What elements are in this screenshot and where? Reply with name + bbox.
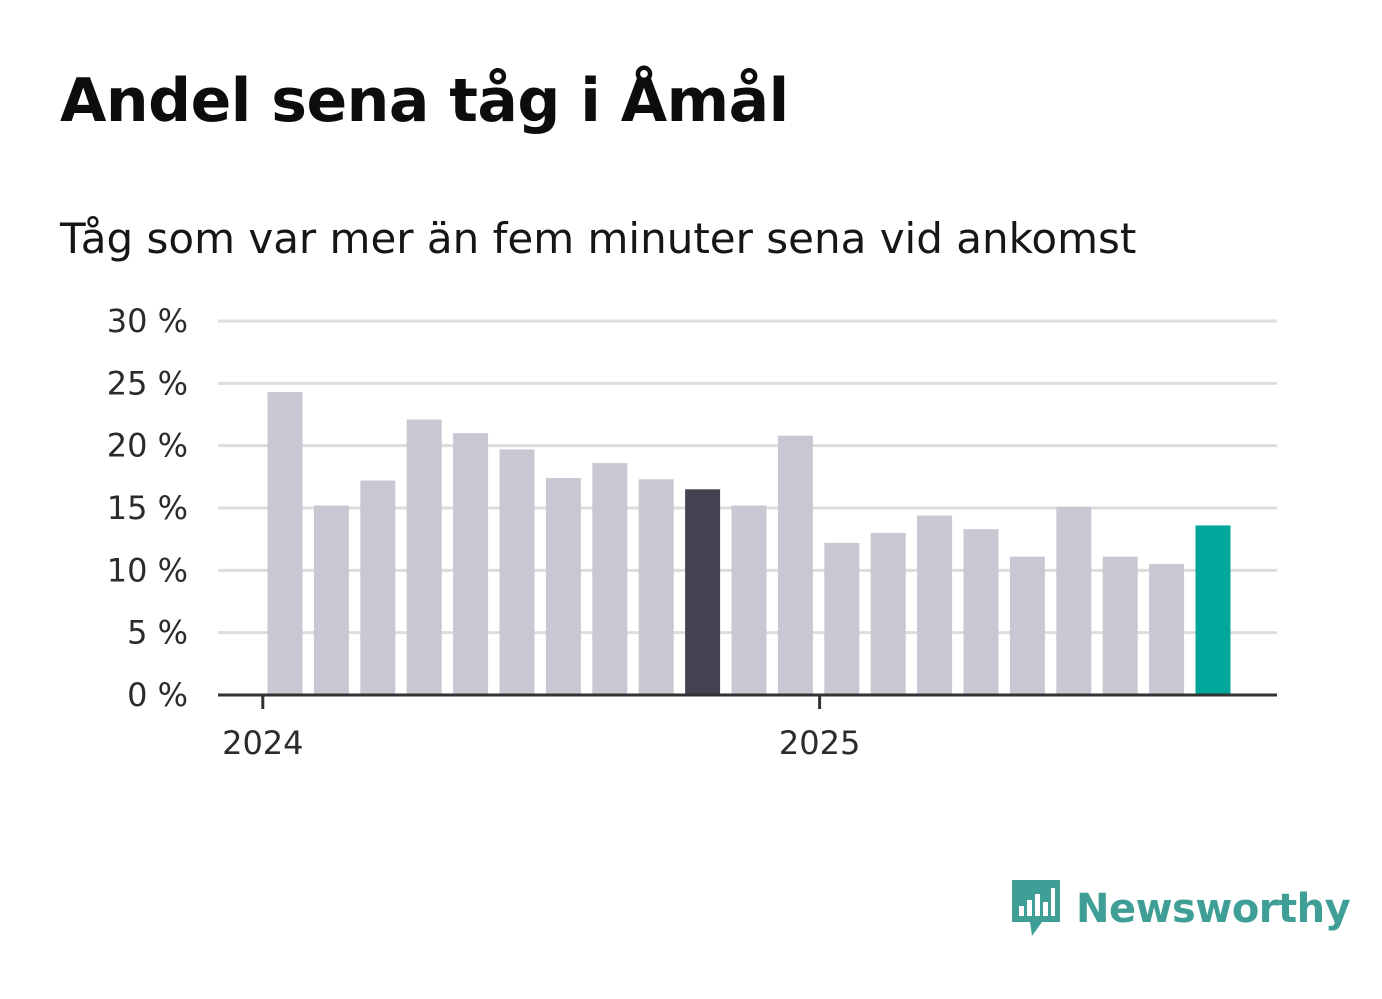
bar-2024-11 xyxy=(731,505,767,695)
bar-2025-02 xyxy=(870,532,906,695)
y-tick-label: 0 % xyxy=(127,676,188,714)
bar-2025-06 xyxy=(1056,506,1092,695)
bars xyxy=(267,392,1231,695)
bar-2024-10 xyxy=(685,489,721,695)
y-tick-label: 5 % xyxy=(127,614,188,652)
y-axis-ticks: 0 % 5 % 10 % 15 % 20 % 25 % 30 % xyxy=(107,302,188,714)
bar-2024-02 xyxy=(313,505,349,695)
bar-2024-06 xyxy=(499,449,535,695)
bar-2025-01 xyxy=(824,542,860,695)
x-tick-label: 2024 xyxy=(222,724,303,762)
bar-2024-01 xyxy=(267,392,303,695)
y-tick-label: 25 % xyxy=(107,364,188,402)
brand-logo[interactable]: Newsworthy xyxy=(1010,876,1351,942)
bar-2024-08 xyxy=(592,463,628,695)
bar-2025-09 xyxy=(1195,525,1231,695)
bar-2025-03 xyxy=(917,515,953,695)
newsworthy-logo-icon xyxy=(1012,880,1060,936)
bar-2025-05 xyxy=(1009,556,1045,695)
brand-name: Newsworthy xyxy=(1076,886,1351,932)
bar-2024-09 xyxy=(638,479,674,695)
chart-title: Andel sena tåg i Åmål xyxy=(60,66,789,136)
y-tick-label: 10 % xyxy=(107,551,188,589)
bar-2024-04 xyxy=(406,419,442,695)
x-tick-label: 2025 xyxy=(779,724,860,762)
y-tick-label: 15 % xyxy=(107,489,188,527)
bar-2024-05 xyxy=(453,433,489,695)
chart-subtitle: Tåg som var mer än fem minuter sena vid … xyxy=(60,214,1137,263)
bar-2025-04 xyxy=(963,529,999,695)
bar-2024-07 xyxy=(545,478,581,695)
y-tick-label: 20 % xyxy=(107,427,188,465)
y-tick-label: 30 % xyxy=(107,302,188,340)
bar-2024-03 xyxy=(360,480,396,695)
bar-2024-12 xyxy=(777,435,813,695)
bar-2025-07 xyxy=(1102,556,1138,695)
x-axis-ticks: 2024 2025 xyxy=(222,695,860,762)
bar-2025-08 xyxy=(1149,564,1185,695)
